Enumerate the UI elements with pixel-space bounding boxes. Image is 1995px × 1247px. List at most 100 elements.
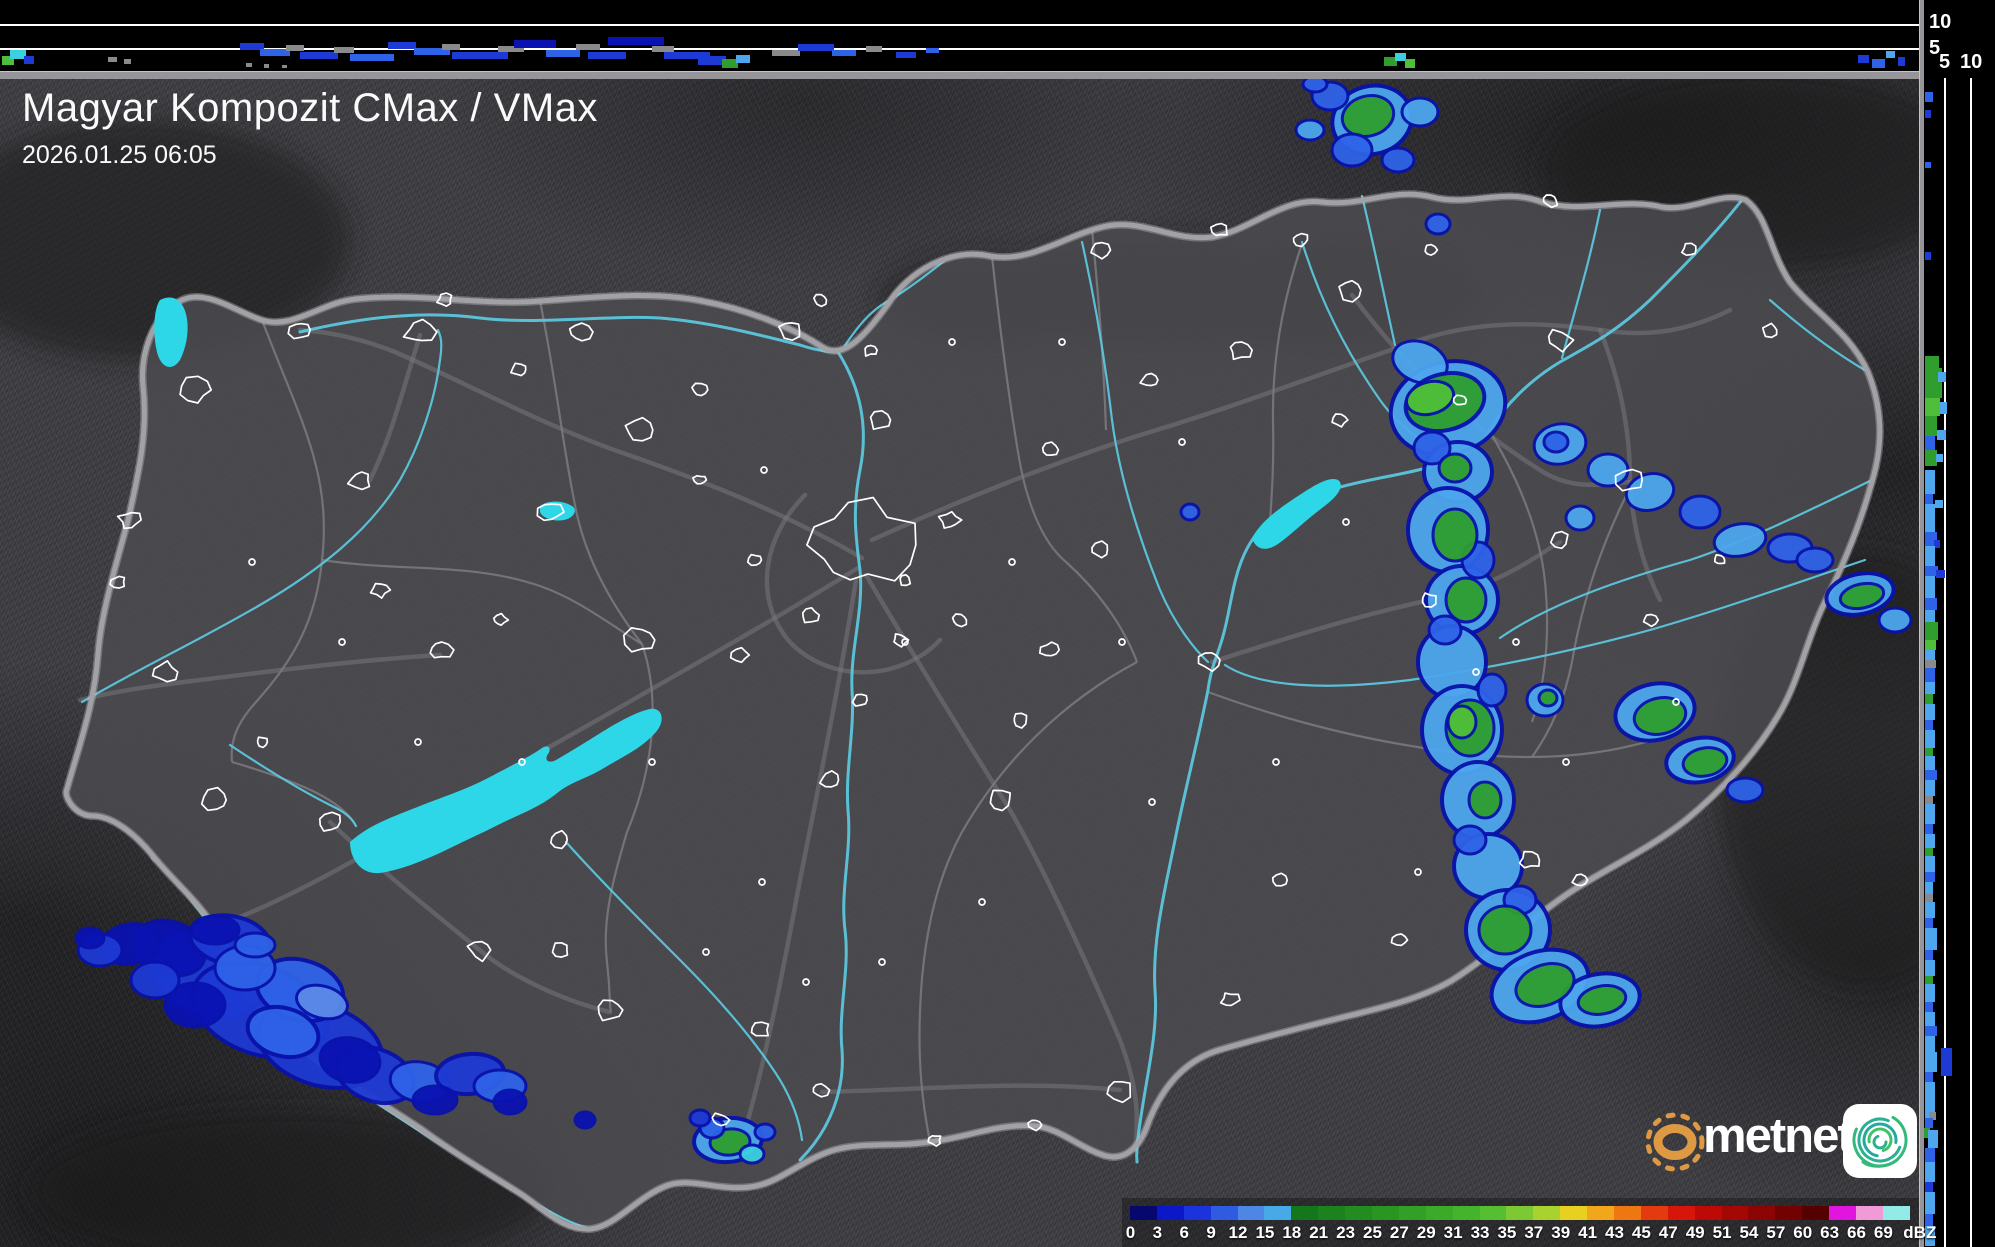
city-dot <box>248 558 256 566</box>
city-outline <box>746 553 763 567</box>
echo-blob <box>1467 780 1503 820</box>
legend-cell <box>1667 1206 1695 1220</box>
echo-pixel <box>1925 1148 1935 1162</box>
echo-pixel <box>498 46 524 52</box>
city-outline <box>1542 194 1559 209</box>
echo-pixel <box>1925 1082 1935 1098</box>
city-dot <box>948 338 956 346</box>
city-outline <box>151 660 179 683</box>
echo-blob <box>411 1084 459 1116</box>
echo-pixel <box>334 47 354 53</box>
city-outline <box>369 582 392 599</box>
legend-value: 9 <box>1206 1223 1216 1242</box>
city-outline <box>510 362 527 377</box>
echo-blob <box>1712 522 1768 558</box>
city-dot <box>1414 868 1422 876</box>
echo-blob <box>295 983 349 1021</box>
city-outline <box>864 344 878 357</box>
legend-value: 47 <box>1658 1223 1678 1242</box>
echo-blob <box>1294 118 1326 142</box>
echo-pixel <box>576 44 600 50</box>
city-outline <box>899 574 912 587</box>
echo-pixel <box>1925 576 1935 598</box>
echo-blob <box>1537 688 1559 708</box>
city-outline <box>806 496 917 582</box>
city-outline <box>116 511 142 530</box>
legend-cell <box>1560 1206 1588 1220</box>
city-outline <box>1197 651 1221 673</box>
echo-pixel <box>1395 53 1406 61</box>
city-outline <box>536 503 565 522</box>
city-outline <box>1761 322 1778 339</box>
city-outline <box>429 641 455 659</box>
city-outline <box>466 940 492 963</box>
metnet-app-icon <box>1843 1104 1917 1178</box>
dbz-legend: 0 3 6 9 12 15 18 21 23 25 27 29 31 33 35 37 39 41 43 45 47 49… <box>1122 1198 1936 1247</box>
echo-pixel <box>1925 902 1935 918</box>
echo-pixel <box>1925 92 1933 102</box>
echo-blob <box>1431 507 1479 563</box>
echo-pixel <box>1886 51 1895 58</box>
echo-pixel <box>1925 770 1937 780</box>
timestamp: 2026.01.25 06:05 <box>22 141 217 169</box>
echo-blob <box>1446 704 1478 740</box>
echo-pixel <box>588 52 626 59</box>
echo-pixel <box>1925 780 1935 796</box>
legend-cell <box>1829 1206 1857 1220</box>
city-outlines <box>109 194 1778 1147</box>
echo-pixel <box>652 46 674 52</box>
echo-blob <box>245 1005 321 1059</box>
echo-pixel <box>414 48 450 55</box>
echo-blob <box>1424 212 1452 236</box>
legend-cell <box>1345 1206 1373 1220</box>
echo-pixel <box>1928 1130 1938 1148</box>
city-dot <box>1512 638 1520 646</box>
echo-pixel <box>1925 804 1935 824</box>
echo-blob <box>1427 614 1463 646</box>
echo-blob <box>1330 132 1374 168</box>
legend-value: 27 <box>1389 1223 1409 1242</box>
echo-blob <box>233 931 277 959</box>
echo-pixel <box>1925 1214 1933 1226</box>
legend-value: 23 <box>1336 1223 1356 1242</box>
legend-value: 57 <box>1766 1223 1786 1242</box>
echo-pixel <box>1937 430 1946 440</box>
legend-cell <box>1479 1206 1507 1220</box>
legend-value: 15 <box>1255 1223 1275 1242</box>
top-axis-label-5: 5 <box>1929 37 1941 59</box>
city-dot <box>1342 518 1350 526</box>
city-dot <box>758 878 766 886</box>
echo-pixel <box>2 56 14 65</box>
legend-value: 43 <box>1605 1223 1624 1242</box>
echo-pixel <box>282 65 287 68</box>
echo-pixel <box>1925 1162 1935 1182</box>
echo-blob <box>1514 962 1576 1008</box>
echo-pixel <box>664 52 710 59</box>
city-outline <box>1642 613 1660 628</box>
echo-pixel <box>1925 984 1935 1002</box>
city-outline <box>1338 279 1362 303</box>
echo-blob <box>1681 746 1729 778</box>
echo-pixel <box>240 43 264 50</box>
echo-pixel <box>1898 57 1905 66</box>
echo-pixel <box>1925 720 1933 730</box>
city-outline <box>287 322 312 340</box>
echo-pixel <box>1938 372 1946 382</box>
lakes <box>154 297 1341 874</box>
city-outline <box>951 613 968 628</box>
city-outline <box>1027 1119 1043 1132</box>
echo-pixel <box>1925 598 1937 610</box>
legend-value: 45 <box>1631 1223 1651 1242</box>
legend-value: 51 <box>1712 1223 1732 1242</box>
echo-pixel <box>1925 1036 1935 1052</box>
echo-pixel <box>1925 1072 1933 1082</box>
city-outline <box>1106 1080 1132 1104</box>
legend-unit: dBZ <box>1903 1223 1937 1242</box>
echo-blob <box>753 1122 777 1142</box>
gridline-10km-v <box>1970 78 1972 1247</box>
vertical-separator <box>1919 0 1925 1247</box>
echo-pixel <box>1940 402 1947 414</box>
city-dot <box>1118 638 1126 646</box>
city-dot <box>1148 798 1156 806</box>
